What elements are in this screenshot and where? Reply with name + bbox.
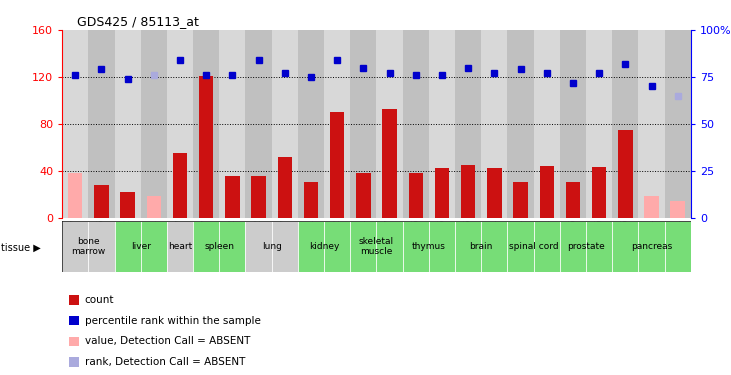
Bar xyxy=(246,30,272,217)
Bar xyxy=(272,30,298,217)
Bar xyxy=(330,112,344,218)
Bar xyxy=(507,221,534,272)
Text: spinal cord: spinal cord xyxy=(509,242,558,251)
Bar xyxy=(115,30,140,217)
Bar xyxy=(298,221,324,272)
Bar xyxy=(586,221,612,272)
Bar xyxy=(644,196,659,217)
Text: thymus: thymus xyxy=(412,242,446,251)
Bar xyxy=(193,221,219,272)
Bar xyxy=(507,30,534,217)
Text: tissue ▶: tissue ▶ xyxy=(1,243,41,252)
Bar xyxy=(592,167,606,217)
Bar xyxy=(167,30,193,217)
Bar xyxy=(350,30,376,217)
Bar xyxy=(62,30,88,217)
Bar xyxy=(586,30,612,217)
Bar xyxy=(566,182,580,218)
Bar xyxy=(304,182,318,218)
Bar xyxy=(140,221,167,272)
Bar xyxy=(193,30,219,217)
Bar xyxy=(612,30,638,217)
Bar xyxy=(487,168,501,217)
Bar xyxy=(251,177,266,218)
Bar xyxy=(88,221,115,272)
Bar xyxy=(246,221,272,272)
Bar xyxy=(376,221,403,272)
Bar xyxy=(68,173,83,217)
Bar xyxy=(403,221,429,272)
Text: value, Detection Call = ABSENT: value, Detection Call = ABSENT xyxy=(85,336,250,346)
Bar xyxy=(455,221,481,272)
Bar xyxy=(121,192,135,217)
Bar xyxy=(219,30,246,217)
Text: percentile rank within the sample: percentile rank within the sample xyxy=(85,316,261,326)
Bar xyxy=(94,185,109,218)
Bar xyxy=(461,165,475,218)
Bar xyxy=(278,157,292,218)
Bar xyxy=(147,196,161,217)
Bar xyxy=(350,221,376,272)
Bar xyxy=(455,30,481,217)
Text: lung: lung xyxy=(262,242,281,251)
Bar xyxy=(513,182,528,218)
Bar xyxy=(638,221,664,272)
Bar xyxy=(219,221,246,272)
Text: prostate: prostate xyxy=(567,242,605,251)
Bar xyxy=(62,221,88,272)
Bar xyxy=(88,30,115,217)
Bar xyxy=(664,30,691,217)
Bar xyxy=(298,30,324,217)
Bar xyxy=(167,221,193,272)
Bar xyxy=(612,221,638,272)
Bar xyxy=(382,108,397,217)
Bar xyxy=(664,221,691,272)
Text: GDS425 / 85113_at: GDS425 / 85113_at xyxy=(77,15,199,28)
Bar xyxy=(560,221,586,272)
Bar xyxy=(272,221,298,272)
Bar xyxy=(618,130,632,218)
Bar xyxy=(560,30,586,217)
Bar xyxy=(435,168,449,217)
Text: pancreas: pancreas xyxy=(631,242,672,251)
Text: rank, Detection Call = ABSENT: rank, Detection Call = ABSENT xyxy=(85,357,245,367)
Bar xyxy=(115,221,140,272)
Bar xyxy=(225,177,240,218)
Text: heart: heart xyxy=(168,242,192,251)
Bar xyxy=(429,30,455,217)
Bar xyxy=(429,221,455,272)
Text: liver: liver xyxy=(131,242,151,251)
Bar xyxy=(173,153,187,218)
Bar xyxy=(140,30,167,217)
Bar xyxy=(409,173,423,217)
Text: brain: brain xyxy=(469,242,493,251)
Text: skeletal
muscle: skeletal muscle xyxy=(359,237,394,256)
Bar xyxy=(534,221,560,272)
Bar xyxy=(539,166,554,218)
Text: kidney: kidney xyxy=(309,242,339,251)
Bar xyxy=(199,76,213,217)
Bar xyxy=(324,30,350,217)
Text: bone
marrow: bone marrow xyxy=(71,237,105,256)
Bar xyxy=(481,30,507,217)
Text: count: count xyxy=(85,295,114,305)
Bar xyxy=(670,201,685,217)
Bar xyxy=(324,221,350,272)
Bar xyxy=(376,30,403,217)
Bar xyxy=(403,30,429,217)
Bar xyxy=(356,173,371,217)
Bar xyxy=(638,30,664,217)
Text: spleen: spleen xyxy=(204,242,235,251)
Bar xyxy=(481,221,507,272)
Bar xyxy=(534,30,560,217)
